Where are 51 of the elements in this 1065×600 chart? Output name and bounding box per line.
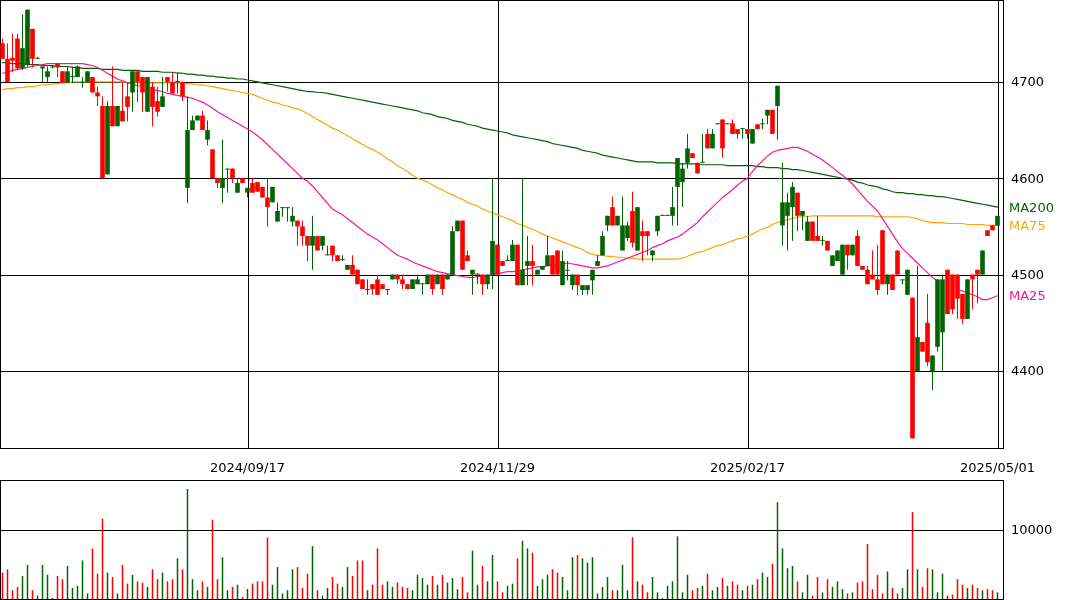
candlestick: [160, 76, 165, 108]
y-tick-label: 4400: [1011, 363, 1045, 379]
candlestick: [970, 274, 975, 310]
candlestick: [130, 70, 135, 113]
x-tick-label: 2024/11/29: [460, 459, 535, 475]
candlestick: [590, 269, 595, 296]
x-tick-label: 2025/05/01: [960, 459, 1035, 475]
text: 10000: [1011, 522, 1053, 538]
candlestick: [205, 119, 210, 146]
candlestick: [220, 139, 225, 204]
series-label: MA75: [1009, 217, 1046, 233]
candlestick: [300, 220, 305, 247]
x-tick-label: 2024/09/17: [210, 459, 285, 475]
candlestick: [310, 215, 315, 271]
y-tick-label: 4700: [1011, 74, 1045, 90]
candlestick: [545, 235, 550, 267]
candlestick: [805, 215, 810, 242]
candlestick: [775, 85, 780, 141]
series-label: MA200: [1009, 199, 1054, 215]
x-tick-label: 2025/02/17: [710, 459, 785, 475]
candlestick: [125, 82, 130, 122]
y-tick-label: 4600: [1011, 170, 1045, 186]
candlestick: [95, 86, 100, 107]
candlestick: [80, 76, 85, 89]
candlestick: [265, 177, 270, 227]
series-label: MA25: [1009, 288, 1046, 304]
candlestick: [525, 235, 530, 286]
candlestick: [845, 244, 850, 271]
candlestick: [975, 269, 980, 304]
candlestick: [530, 244, 535, 286]
candlestick: [175, 71, 180, 94]
candlestick: [795, 192, 800, 232]
candlestick: [685, 133, 690, 170]
candlestick: [700, 133, 705, 164]
candlestick: [820, 235, 825, 247]
candlestick: [110, 65, 115, 127]
candlestick: [225, 168, 230, 194]
candlestick: [0, 38, 5, 60]
candlestick: [120, 82, 125, 122]
candlestick: [295, 220, 300, 247]
candlestick: [40, 65, 45, 83]
candlestick: [305, 235, 310, 262]
candlestick: [290, 206, 295, 227]
candlestick: [520, 177, 525, 286]
candlestick: [600, 230, 605, 256]
candlestick: [365, 278, 370, 296]
candlestick: [930, 355, 935, 391]
y-tick-label: 4500: [1011, 267, 1045, 283]
candlestick: [740, 127, 745, 140]
candlestick: [275, 201, 280, 223]
candlestick: [610, 196, 615, 226]
